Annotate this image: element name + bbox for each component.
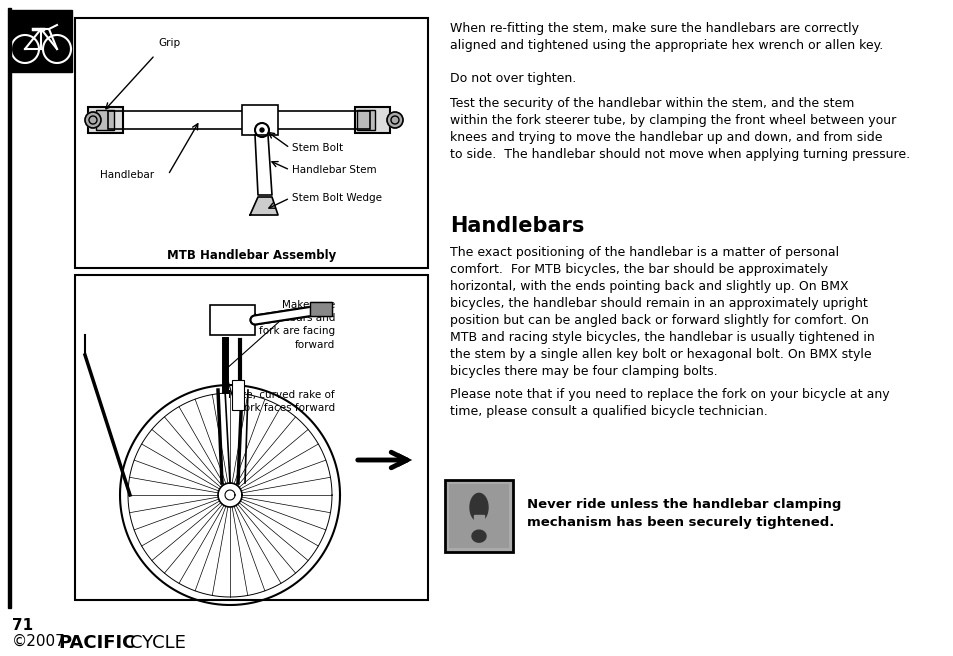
Polygon shape (472, 530, 485, 542)
Text: Please note that if you need to replace the fork on your bicycle at any
time, pl: Please note that if you need to replace … (450, 388, 889, 418)
Text: Handlebar: Handlebar (100, 170, 154, 180)
Polygon shape (250, 197, 277, 215)
Text: MTB Handlebar Assembly: MTB Handlebar Assembly (167, 249, 335, 262)
Text: Make sure
handlebars and
fork are facing
forward: Make sure handlebars and fork are facing… (253, 300, 335, 350)
Bar (444, 480, 513, 552)
Text: Do not over tighten.: Do not over tighten. (450, 72, 576, 85)
Circle shape (387, 112, 402, 128)
Text: Grip: Grip (158, 38, 180, 48)
Polygon shape (470, 493, 488, 522)
Bar (108, 111, 370, 129)
Bar (96, 110, 113, 130)
Text: CYCLE: CYCLE (130, 634, 186, 652)
Text: Note, curved rake of
fork faces forward: Note, curved rake of fork faces forward (228, 390, 335, 413)
Bar (355, 107, 390, 133)
Bar (88, 107, 123, 133)
Circle shape (254, 123, 269, 137)
Circle shape (85, 112, 101, 128)
Bar (232, 380, 244, 410)
Bar (449, 484, 509, 548)
Bar (75, 18, 428, 268)
Bar (8, 8, 11, 608)
Text: Handlebar Stem: Handlebar Stem (292, 165, 376, 175)
Bar (10, 10, 71, 72)
Bar (310, 302, 332, 316)
Text: The exact positioning of the handlebar is a matter of personal
comfort.  For MTB: The exact positioning of the handlebar i… (450, 246, 874, 378)
Bar (356, 110, 375, 130)
Bar (75, 275, 428, 600)
Bar (242, 105, 277, 135)
Text: Stem Bolt: Stem Bolt (292, 143, 343, 153)
Text: When re-fitting the stem, make sure the handlebars are correctly
aligned and tig: When re-fitting the stem, make sure the … (450, 22, 882, 52)
Text: Test the security of the handlebar within the stem, and the stem
within the fork: Test the security of the handlebar withi… (450, 97, 909, 161)
Text: Never ride unless the handlebar clamping
mechanism has been securely tightened.: Never ride unless the handlebar clamping… (526, 498, 841, 529)
Bar (108, 111, 370, 129)
Text: Stem Bolt Wedge: Stem Bolt Wedge (292, 193, 381, 203)
Text: 71: 71 (12, 618, 33, 633)
Text: ©2007: ©2007 (12, 634, 66, 649)
Bar (310, 302, 332, 316)
Text: PACIFIC: PACIFIC (58, 634, 135, 652)
Polygon shape (254, 135, 272, 195)
Text: Handlebars: Handlebars (450, 216, 584, 236)
Circle shape (260, 128, 264, 132)
Bar (210, 305, 254, 335)
Polygon shape (474, 516, 483, 523)
